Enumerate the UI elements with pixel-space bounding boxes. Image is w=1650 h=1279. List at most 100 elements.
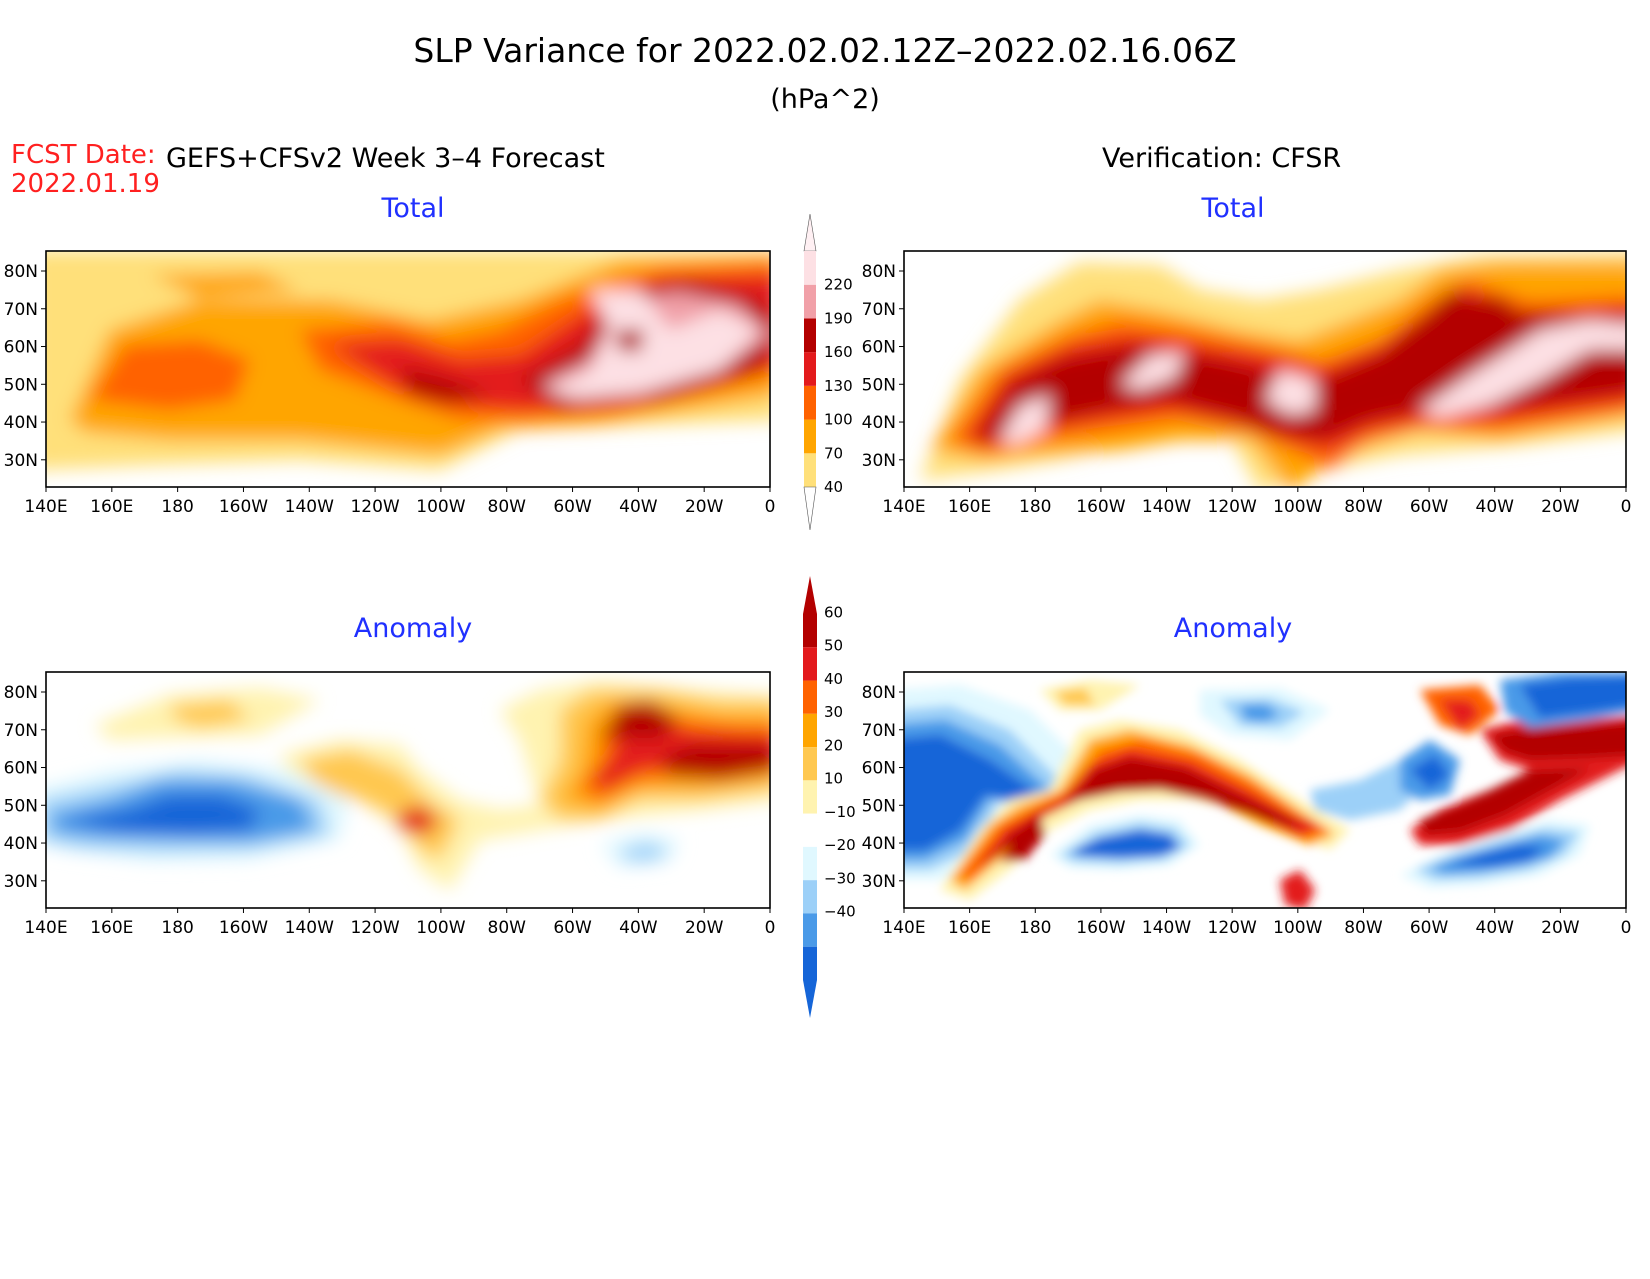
verif-anomaly-lon-tick-label: 100W bbox=[1273, 918, 1322, 938]
verif-anomaly-lon-tick-label: 20W bbox=[1541, 918, 1580, 938]
forecast-total-lon-tick-label: 120W bbox=[350, 497, 399, 517]
verif-total-map bbox=[903, 250, 1627, 488]
colorbar-anomaly-tick-label: 20 bbox=[824, 736, 843, 754]
verif-anomaly-lon-tick-label: 60W bbox=[1410, 918, 1449, 938]
forecast-anomaly-lon-tick-label: 40W bbox=[619, 918, 658, 938]
forecast-anomaly-title: Anomaly bbox=[354, 613, 472, 644]
verif-total-lon-tick-label: 140E bbox=[882, 497, 925, 517]
forecast-column-title: GEFS+CFSv2 Week 3–4 Forecast bbox=[166, 143, 605, 174]
forecast-anomaly-lon-tick-label: 0 bbox=[765, 918, 776, 938]
verif-total-lon-tick-label: 40W bbox=[1476, 497, 1515, 517]
colorbar-anomaly-tick-label: −20 bbox=[824, 836, 856, 854]
colorbar-anomaly-tick-label: −30 bbox=[824, 869, 856, 887]
axis-labels: 140E 160E 180 160W 140W 120W 100W 80W 60W 40W 20W 0… bbox=[4, 262, 1632, 938]
colorbar-total-tick-label: 70 bbox=[824, 444, 843, 462]
forecast-total-lat-tick-label: 60N bbox=[4, 338, 38, 358]
verif-anomaly-lon-tick-label: 140W bbox=[1142, 918, 1191, 938]
verif-anomaly-lon-tick-label: 160E bbox=[948, 918, 991, 938]
forecast-total-lon-tick-label: 100W bbox=[416, 497, 465, 517]
forecast-anomaly-lon-tick-label: 140E bbox=[24, 918, 67, 938]
colorbar-total-segment bbox=[804, 385, 816, 420]
colorbar-total bbox=[803, 213, 817, 531]
forecast-total-lon-tick-label: 160E bbox=[90, 497, 133, 517]
verif-anomaly-lat-tick-label: 80N bbox=[862, 683, 896, 703]
forecast-anomaly-lon-tick-label: 140W bbox=[285, 918, 334, 938]
verif-total-lon-tick-label: 140W bbox=[1142, 497, 1191, 517]
colorbar-anomaly-segment bbox=[803, 614, 817, 648]
colorbar-anomaly-tick-label: 40 bbox=[824, 670, 843, 688]
fcst-date-label: FCST Date: bbox=[11, 140, 156, 170]
forecast-anomaly-lat-tick-label: 30N bbox=[4, 872, 38, 892]
verif-anomaly-lat-tick-label: 30N bbox=[862, 872, 896, 892]
colorbar-anomaly-tick-label: −10 bbox=[824, 803, 856, 821]
forecast-anomaly-lon-tick-label: 20W bbox=[685, 918, 724, 938]
verif-total-lon-tick-label: 80W bbox=[1344, 497, 1383, 517]
forecast-anomaly-map bbox=[45, 671, 771, 909]
verif-total-lon-tick-label: 160E bbox=[948, 497, 991, 517]
main-title: SLP Variance for 2022.02.02.12Z–2022.02.… bbox=[413, 31, 1236, 70]
colorbar-anomaly-tick-label: 50 bbox=[824, 637, 843, 655]
forecast-anomaly-lon-tick-label: 60W bbox=[553, 918, 592, 938]
verif-total-lon-tick-label: 160W bbox=[1076, 497, 1125, 517]
verif-anomaly-lat-tick-label: 60N bbox=[862, 759, 896, 779]
forecast-total-map bbox=[45, 250, 771, 488]
verif-anomaly-lon-tick-label: 80W bbox=[1344, 918, 1383, 938]
verif-total-lat-tick-label: 80N bbox=[862, 262, 896, 282]
colorbar-anomaly-tick-label: 30 bbox=[824, 703, 843, 721]
verification-column-title: Verification: CFSR bbox=[1102, 143, 1341, 174]
forecast-anomaly-lon-tick-label: 100W bbox=[416, 918, 465, 938]
forecast-anomaly-lon-tick-label: 80W bbox=[488, 918, 527, 938]
colorbar-anomaly-segment bbox=[803, 647, 817, 681]
verif-anomaly-lon-tick-label: 180 bbox=[1019, 918, 1051, 938]
verif-anomaly-lat-tick-label: 70N bbox=[862, 721, 896, 741]
fcst-date-value: 2022.01.19 bbox=[11, 169, 160, 199]
colorbar-anomaly-tick-label: 60 bbox=[824, 603, 843, 621]
colorbar-total-segment bbox=[804, 318, 816, 353]
forecast-total-lon-tick-label: 60W bbox=[553, 497, 592, 517]
colorbar-total-tick-label: 130 bbox=[824, 377, 853, 395]
colorbar-total-tick-label: 190 bbox=[824, 309, 853, 327]
colorbar-anomaly-segment bbox=[803, 780, 817, 814]
colorbar-anomaly-segment bbox=[803, 713, 817, 748]
colorbar-anomaly-segment bbox=[803, 880, 817, 914]
verif-total-lon-tick-label: 60W bbox=[1410, 497, 1449, 517]
forecast-total-lon-tick-label: 20W bbox=[685, 497, 724, 517]
forecast-total-lat-tick-label: 50N bbox=[4, 375, 38, 395]
colorbar-anomaly-segment bbox=[803, 846, 817, 881]
verif-total-lat-tick-label: 40N bbox=[862, 413, 896, 433]
colorbar-total-labels: 40 70 100 130 160 190 220 bbox=[824, 276, 853, 496]
forecast-anomaly-lon-tick-label: 120W bbox=[350, 918, 399, 938]
forecast-total-lat-tick-label: 70N bbox=[4, 300, 38, 320]
verif-total-lat-tick-label: 70N bbox=[862, 300, 896, 320]
verif-anomaly-lat-tick-label: 40N bbox=[862, 834, 896, 854]
verif-anomaly-lat-tick-label: 50N bbox=[862, 796, 896, 816]
forecast-total-lat-tick-label: 30N bbox=[4, 451, 38, 471]
verif-anomaly-lon-tick-label: 160W bbox=[1076, 918, 1125, 938]
forecast-total-lon-tick-label: 140E bbox=[24, 497, 67, 517]
forecast-total-lon-tick-label: 140W bbox=[285, 497, 334, 517]
forecast-anomaly-lon-tick-label: 180 bbox=[161, 918, 193, 938]
verif-anomaly-map bbox=[903, 671, 1627, 909]
forecast-anomaly-lat-tick-label: 80N bbox=[4, 683, 38, 703]
colorbar-total-tick-label: 220 bbox=[824, 276, 853, 294]
colorbar-anomaly-segment bbox=[803, 913, 817, 947]
colorbar-total-segment bbox=[804, 453, 816, 487]
verif-anomaly-title: Anomaly bbox=[1174, 613, 1292, 644]
forecast-total-lat-tick-label: 80N bbox=[4, 262, 38, 282]
verif-total-lon-tick-label: 180 bbox=[1019, 497, 1051, 517]
forecast-total-lon-tick-label: 40W bbox=[619, 497, 658, 517]
colorbar-total-segment bbox=[804, 352, 816, 386]
forecast-total-title: Total bbox=[380, 193, 444, 224]
forecast-anomaly-lat-tick-label: 60N bbox=[4, 759, 38, 779]
forecast-total-lat-tick-label: 40N bbox=[4, 413, 38, 433]
colorbar-anomaly-segment bbox=[803, 747, 817, 781]
verif-total-lon-tick-label: 100W bbox=[1273, 497, 1322, 517]
verif-total-title: Total bbox=[1200, 193, 1264, 224]
forecast-total-lon-tick-label: 160W bbox=[219, 497, 268, 517]
forecast-total-lon-tick-label: 80W bbox=[488, 497, 527, 517]
verif-total-lat-tick-label: 50N bbox=[862, 375, 896, 395]
units-label: (hPa^2) bbox=[770, 84, 880, 115]
verif-total-lon-tick-label: 0 bbox=[1621, 497, 1632, 517]
colorbar-anomaly-tick-label: −40 bbox=[824, 903, 856, 921]
